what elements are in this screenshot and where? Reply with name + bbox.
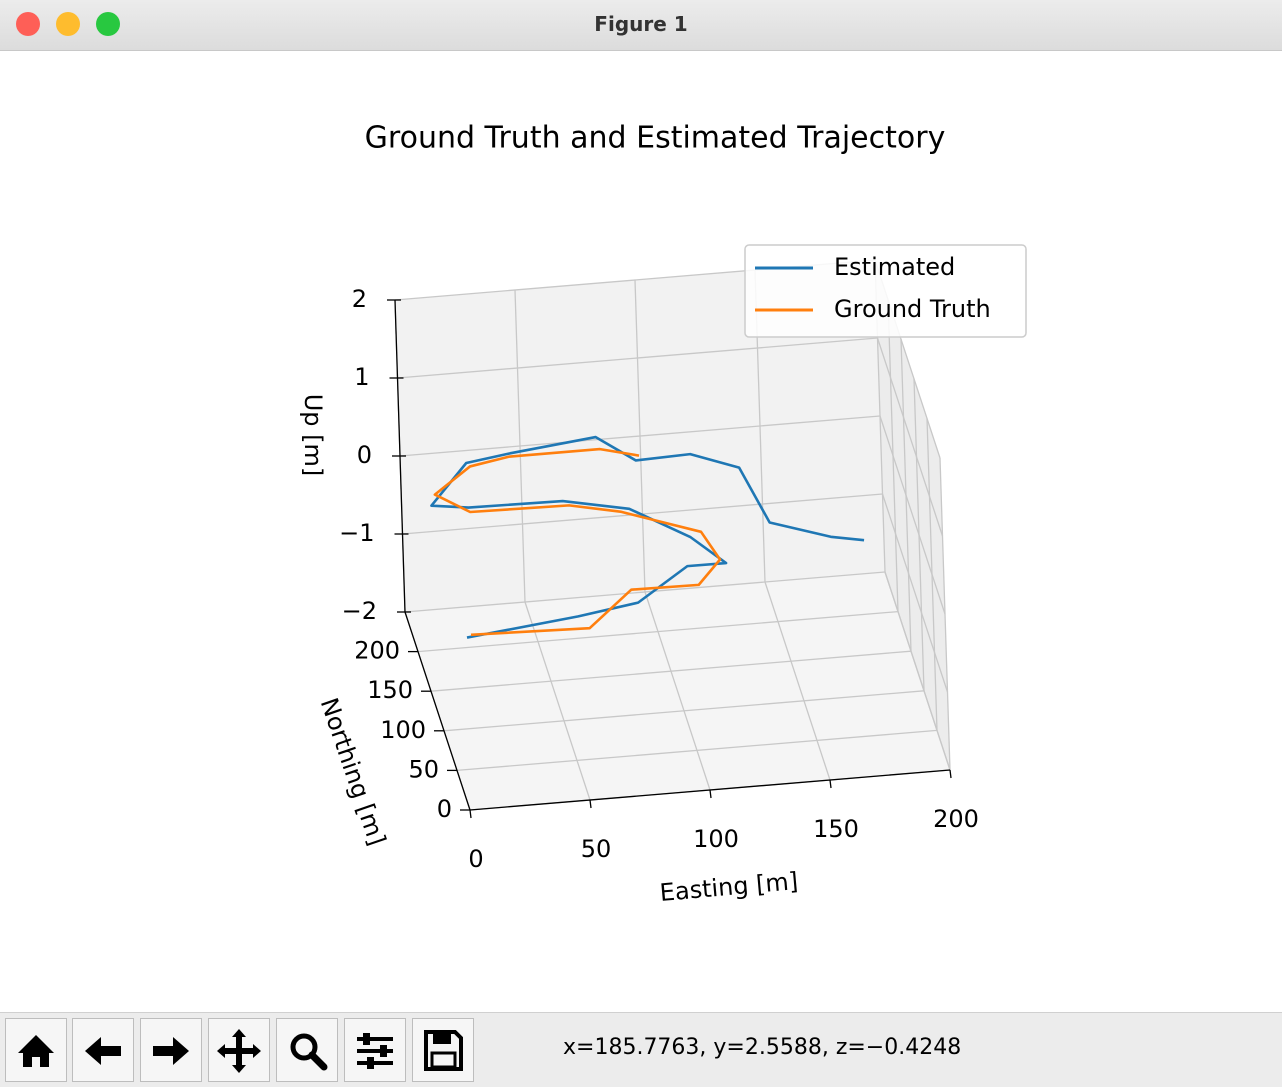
legend-box: [744, 244, 1027, 338]
zoom-tool-button[interactable]: [276, 1018, 338, 1082]
x-tick-label: 0: [468, 845, 483, 873]
z-axis-label: Up [m]: [299, 394, 327, 477]
tick-mark: [949, 769, 952, 779]
chart-title: Ground Truth and Estimated Trajectory: [365, 121, 946, 156]
x-tick-label: 50: [581, 835, 612, 863]
grid-line: [524, 601, 591, 801]
y-tick-label: 150: [367, 676, 413, 704]
window-title: Figure 1: [594, 12, 688, 36]
x-tick-label: 200: [933, 805, 979, 833]
grid-line: [881, 493, 949, 693]
z-tick-label: 2: [352, 285, 367, 313]
status-text: x=185.7763, y=2.5588, z=−0.4248: [563, 1035, 962, 1060]
minimize-button[interactable]: [56, 12, 80, 36]
x-tick-label: 150: [813, 815, 859, 843]
trajectory-line: [433, 447, 722, 637]
home-button[interactable]: [5, 1018, 67, 1082]
y-tick-label: 100: [380, 716, 426, 744]
configure-button[interactable]: [344, 1018, 406, 1082]
y-tick-label: 50: [408, 755, 439, 783]
grid-line: [764, 581, 831, 781]
axis-line: [404, 611, 471, 811]
toolbar: x=185.7763, y=2.5588, z=−0.4248: [0, 1012, 1282, 1087]
grid-line: [644, 591, 711, 791]
trajectory-line: [430, 435, 865, 639]
legend-label: Estimated: [834, 253, 955, 281]
forward-button[interactable]: [140, 1018, 202, 1082]
save-button[interactable]: [412, 1018, 474, 1082]
grid-line: [430, 650, 912, 692]
grid-line: [417, 610, 899, 653]
y-tick-label: 0: [437, 795, 452, 823]
back-button[interactable]: [72, 1018, 134, 1082]
x-tick-label: 100: [693, 825, 739, 853]
axis-line: [394, 299, 406, 613]
z-tick-label: −2: [342, 597, 377, 625]
chart: Ground Truth and Estimated Trajectory 0 5…: [299, 121, 1027, 907]
tick-mark: [589, 799, 592, 809]
zoom-button[interactable]: [96, 12, 120, 36]
grid-line: [884, 571, 951, 771]
axis-line: [469, 769, 951, 811]
y-tick-label: 200: [354, 637, 400, 665]
grid-line: [399, 415, 881, 457]
grid-line: [456, 729, 938, 772]
tick-mark: [829, 779, 832, 789]
title-bar: Figure 1: [0, 0, 1282, 51]
z-tick-label: 0: [357, 441, 372, 469]
z-tick-label: 1: [354, 363, 369, 391]
z-tick-label: −1: [339, 519, 374, 547]
tick-mark: [469, 809, 472, 819]
legend-label: Ground Truth: [834, 295, 991, 323]
tick-mark: [709, 789, 712, 799]
grid-line: [876, 337, 944, 537]
grid-line: [404, 571, 886, 613]
close-button[interactable]: [16, 12, 40, 36]
x-axis-label: Easting [m]: [659, 867, 800, 907]
pan-button[interactable]: [208, 1018, 270, 1082]
grid-line: [879, 415, 946, 615]
grid-line: [397, 337, 878, 379]
grid-line: [443, 690, 925, 732]
